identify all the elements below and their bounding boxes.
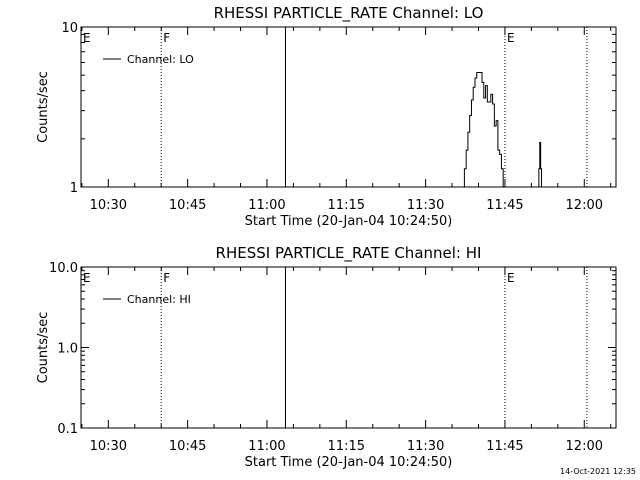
x-tick-label: 10:30 xyxy=(90,198,127,213)
x-tick-label: 11:00 xyxy=(248,198,285,213)
x-tick-label: 12:00 xyxy=(566,198,603,213)
generation-timestamp: 14-Oct-2021 12:35 xyxy=(560,467,636,476)
y-tick-label: 1.0 xyxy=(57,342,78,357)
event-marker-label: E xyxy=(507,31,515,45)
x-tick-label: 10:45 xyxy=(169,439,206,454)
event-marker-label: E xyxy=(83,271,91,285)
event-marker-label: F xyxy=(163,271,170,285)
y-axis-label: Counts/sec xyxy=(36,71,51,143)
x-tick-label: 11:30 xyxy=(407,198,444,213)
y-tick-label: 10 xyxy=(61,21,78,36)
y-tick-label: 1 xyxy=(70,181,78,196)
chart-title: RHESSI PARTICLE_RATE Channel: HI xyxy=(216,244,482,263)
x-tick-label: 11:15 xyxy=(328,198,365,213)
x-tick-label: 11:15 xyxy=(328,439,365,454)
legend-entry: Channel: LO xyxy=(127,53,194,66)
x-tick-label: 10:45 xyxy=(169,198,206,213)
data-series-line xyxy=(462,71,504,188)
data-series-line xyxy=(537,141,543,188)
y-tick-label: 10.0 xyxy=(49,261,78,276)
x-tick-label: 12:00 xyxy=(566,439,603,454)
x-axis-label: Start Time (20-Jan-04 10:24:50) xyxy=(245,214,453,229)
chart-title: RHESSI PARTICLE_RATE Channel: LO xyxy=(214,4,484,23)
y-tick-label: 0.1 xyxy=(57,422,78,437)
y-axis-label: Counts/sec xyxy=(36,312,51,384)
plot-frame xyxy=(80,26,617,188)
x-tick-label: 11:45 xyxy=(486,439,523,454)
x-tick-label: 11:45 xyxy=(486,198,523,213)
x-tick-label: 11:30 xyxy=(407,439,444,454)
legend-entry: Channel: HI xyxy=(127,293,191,306)
event-marker-label: F xyxy=(163,31,170,45)
event-marker-label: E xyxy=(83,31,91,45)
event-marker-label: E xyxy=(507,271,515,285)
x-tick-label: 11:00 xyxy=(248,439,285,454)
x-axis-label: Start Time (20-Jan-04 10:24:50) xyxy=(245,455,453,470)
x-tick-label: 10:30 xyxy=(90,439,127,454)
